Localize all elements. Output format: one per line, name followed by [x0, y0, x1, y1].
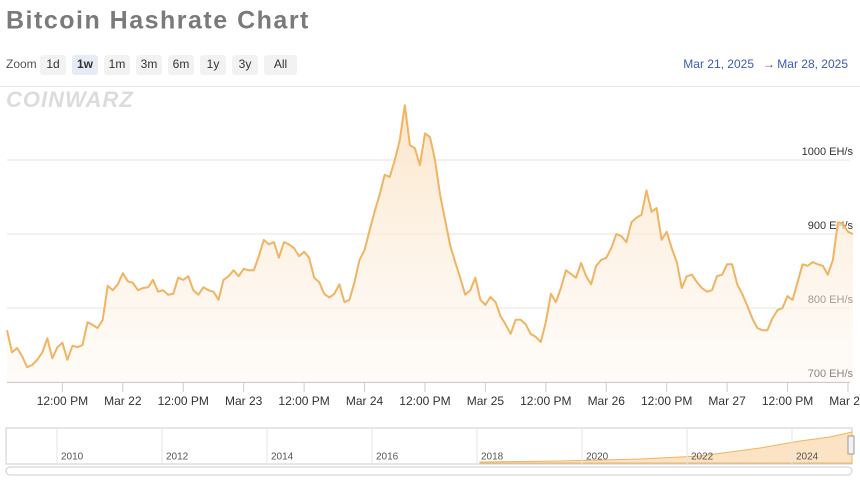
zoom-button[interactable]	[40, 55, 66, 75]
zoom-button[interactable]	[72, 55, 98, 75]
watermark: COINWARZ	[6, 87, 134, 112]
x-tick-label: Mar 22	[104, 394, 142, 408]
zoom-button[interactable]	[232, 55, 258, 75]
y-tick-label: 1000 EH/s	[802, 146, 854, 158]
range-arrow: →	[763, 57, 775, 71]
navigator-label: 2020	[586, 452, 609, 463]
area	[7, 105, 853, 382]
x-tick-label: Mar 24	[346, 394, 384, 408]
x-tick-label: 12:00 PM	[762, 394, 813, 408]
zoom-button-label: 3m	[141, 57, 158, 71]
zoom-button-label: 1d	[46, 57, 59, 71]
zoom-button[interactable]	[168, 55, 194, 75]
navigator-label: 2012	[166, 452, 189, 463]
navigator-handle[interactable]	[847, 435, 855, 455]
zoom-button-label: 1y	[207, 57, 220, 71]
zoom-button-label: 6m	[173, 57, 190, 71]
x-tick-label: Mar 23	[225, 394, 263, 408]
zoom-button[interactable]	[104, 55, 130, 75]
zoom-button-label: All	[274, 57, 287, 71]
line	[6, 104, 854, 369]
title: Bitcoin Hashrate Chart	[6, 7, 310, 35]
x-tick-label: 12:00 PM	[520, 394, 571, 408]
zoom-button[interactable]	[200, 55, 226, 75]
zoom-button[interactable]	[136, 55, 162, 75]
navigator-label: 2022	[691, 452, 714, 463]
zoom-button-label: 1m	[109, 57, 126, 71]
x-tick-label: Mar 25	[467, 394, 505, 408]
range-from: Mar 21, 2025	[683, 57, 754, 71]
scrollbar[interactable]	[5, 466, 853, 476]
x-tick-label: Mar 27	[708, 394, 746, 408]
navigator-label: 2016	[376, 452, 399, 463]
zoom-button-label: 1w	[77, 57, 94, 71]
x-tick-label: Mar 26	[588, 394, 626, 408]
navigator-series	[479, 431, 853, 464]
x-tick-label: 12:00 PM	[37, 394, 88, 408]
x-tick-label: 12:00 PM	[399, 394, 450, 408]
x-tick-label: 12:00 PM	[278, 394, 329, 408]
zoom-label: Zoom	[6, 57, 37, 71]
zoom-button[interactable]	[264, 55, 297, 75]
x-tick-label: 12:00 PM	[641, 394, 692, 408]
navigator-label: 2024	[796, 452, 819, 463]
x-tick-label: Mar 28	[829, 394, 860, 408]
navigator-label: 2014	[271, 452, 294, 463]
x-tick-label: 12:00 PM	[158, 394, 209, 408]
navigator-label: 2018	[481, 452, 504, 463]
zoom-button-label: 3y	[239, 57, 252, 71]
range-to: Mar 28, 2025	[777, 57, 848, 71]
navigator-label: 2010	[61, 452, 84, 463]
